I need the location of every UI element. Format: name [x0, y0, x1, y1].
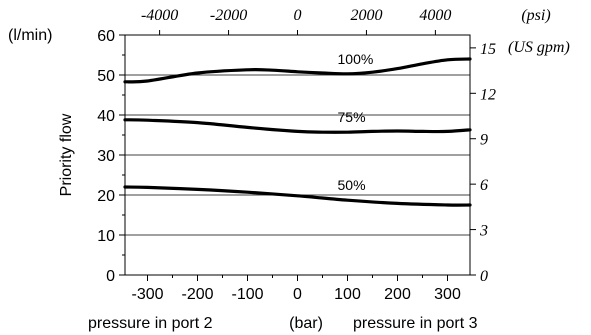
y-tick-label: 0: [106, 268, 115, 285]
top-tick-label: 0: [294, 7, 302, 24]
gridlines: [125, 75, 470, 235]
y-tick-label: 10: [97, 228, 115, 245]
x-tick-label: -100: [231, 286, 263, 303]
y-tick-label: 40: [97, 108, 115, 125]
x-caption-middle: (bar): [289, 315, 323, 332]
series-label: 50%: [338, 177, 366, 193]
right-axis-unit: (US gpm): [508, 39, 570, 56]
right-tick-label: 15: [480, 41, 496, 58]
right-tick-label: 0: [480, 268, 488, 285]
right-tick-label: 3: [479, 223, 488, 240]
y-tick-label: 30: [97, 148, 115, 165]
right-tick-label: 6: [480, 177, 488, 194]
x-tick-label: 100: [334, 286, 361, 303]
y-tick-label: 20: [97, 188, 115, 205]
x-caption-right: pressure in port 3: [353, 315, 478, 332]
series-label: 100%: [338, 51, 374, 67]
series-label: 75%: [338, 109, 366, 125]
x-tick-label: 0: [293, 286, 302, 303]
x-tick-label: -300: [131, 286, 163, 303]
y-unit-label: (l/min): [8, 27, 52, 44]
series-line-75pct: [125, 120, 470, 132]
x-tick-label: 300: [434, 286, 461, 303]
series-lines: 100% 75% 50%: [125, 51, 470, 205]
right-tick-label: 12: [480, 86, 496, 103]
right-tick-label: 9: [480, 132, 488, 149]
x-caption-left: pressure in port 2: [88, 315, 213, 332]
top-tick-label: 2000: [350, 7, 382, 24]
series-line-50pct: [125, 187, 470, 205]
series-line-100pct: [125, 59, 470, 82]
top-tick-label: -2000: [210, 7, 247, 24]
top-tick-label: 4000: [419, 7, 451, 24]
top-tick-label: -4000: [141, 7, 178, 24]
y-tick-label: 60: [97, 28, 115, 45]
top-axis-unit: (psi): [521, 7, 550, 24]
x-tick-label: -200: [181, 286, 213, 303]
x-tick-label: 200: [384, 286, 411, 303]
y-tick-label: 50: [97, 68, 115, 85]
y-axis-label: Priority flow: [58, 113, 75, 196]
